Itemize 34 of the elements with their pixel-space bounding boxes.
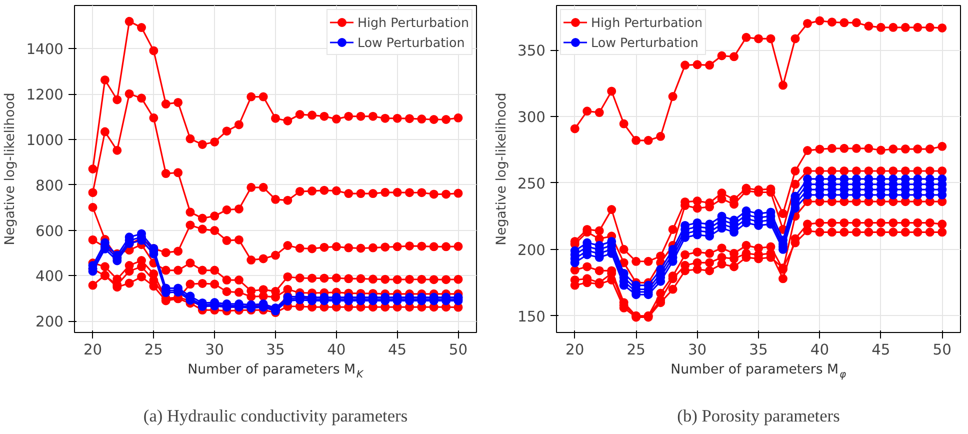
y-tick-label: 200: [36, 314, 64, 331]
legend-label: Low Perturbation: [591, 34, 698, 50]
y-axis-title: Negative log-likelihood: [3, 92, 18, 246]
x-tick-label: 35: [749, 342, 768, 358]
x-tick-label: 50: [448, 342, 468, 358]
legend-label: Low Perturbation: [357, 34, 465, 50]
y-tick-label: 800: [36, 177, 64, 194]
x-tick-label: 45: [388, 342, 407, 358]
y-tick-label: 350: [518, 42, 546, 60]
y-tick-label: 1000: [26, 132, 64, 149]
y-tick-label: 600: [36, 222, 64, 240]
y-tick-label: 300: [518, 108, 546, 126]
x-tick-label: 35: [266, 342, 285, 358]
x-tick-label: 30: [688, 342, 707, 358]
x-tick-label: 20: [83, 342, 102, 358]
legend-label: High Perturbation: [357, 14, 469, 30]
y-tick-label: 200: [518, 242, 546, 259]
y-tick-label: 150: [518, 308, 546, 326]
x-tick-label: 40: [810, 342, 830, 358]
y-tick-label: 1200: [26, 86, 64, 104]
y-tick-label: 400: [36, 268, 64, 286]
x-tick-label: 25: [626, 342, 646, 358]
x-tick-label: 40: [327, 342, 346, 358]
text: (a) Hydraulic conductivity parameters: [143, 406, 408, 426]
x-tick-label: 50: [932, 342, 952, 358]
legend-label: High Perturbation: [591, 14, 703, 30]
y-tick-label: 1400: [26, 41, 64, 58]
x-tick-label: 20: [566, 342, 584, 358]
y-axis-title: Negative log-likelihood: [494, 92, 510, 246]
x-tick-label: 30: [205, 342, 224, 358]
text: (b) Porosity parameters: [677, 406, 840, 426]
y-tick-label: 250: [518, 175, 546, 192]
x-tick-label: 45: [872, 342, 890, 358]
x-tick-label: 25: [144, 342, 164, 358]
